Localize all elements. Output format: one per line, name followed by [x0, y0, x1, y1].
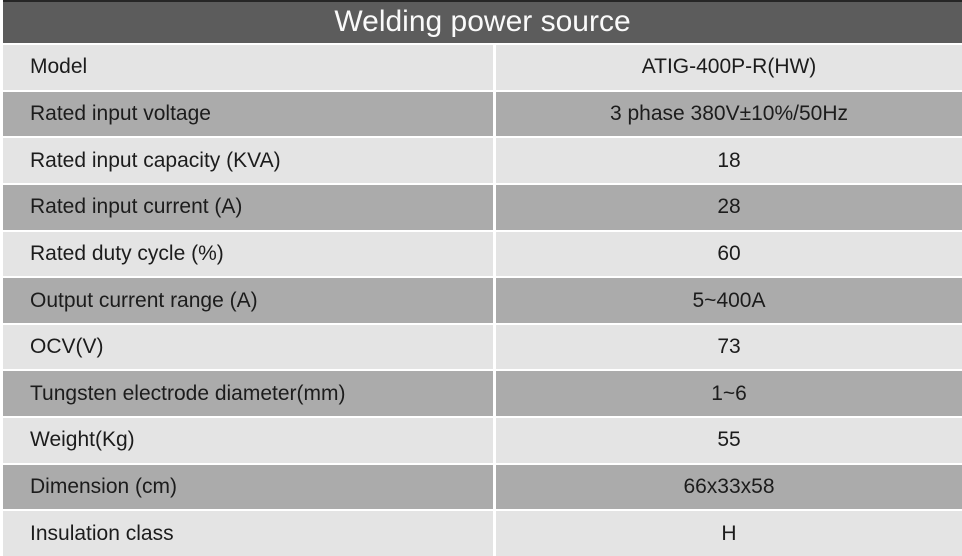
row-value: 28: [496, 184, 962, 230]
row-label: Rated input capacity (KVA): [3, 138, 493, 183]
row-label: Output current range (A): [3, 278, 493, 323]
table-row-tungsten-electrode-diameter: Tungsten electrode diameter(mm) 1~6: [3, 371, 962, 417]
row-value: ATIG-400P-R(HW): [496, 45, 962, 90]
row-label: Model: [3, 45, 493, 90]
table-row-output-current-range: Output current range (A) 5~400A: [3, 278, 962, 323]
row-label: Rated duty cycle (%): [3, 231, 493, 277]
row-value: 66x33x58: [496, 464, 962, 510]
table-row-rated-input-capacity: Rated input capacity (KVA) 18: [3, 138, 962, 183]
row-value: 3 phase 380V±10%/50Hz: [496, 91, 962, 137]
row-label: Insulation class: [3, 511, 493, 556]
row-label: Tungsten electrode diameter(mm): [3, 371, 493, 417]
table-row-insulation-class: Insulation class H: [3, 511, 962, 556]
table-row-rated-duty-cycle: Rated duty cycle (%) 60: [3, 231, 962, 277]
table-row-dimension: Dimension (cm) 66x33x58: [3, 464, 962, 510]
table-row-weight: Weight(Kg) 55: [3, 418, 962, 463]
row-value: 5~400A: [496, 278, 962, 323]
row-label: Rated input current (A): [3, 184, 493, 230]
table-row-rated-input-voltage: Rated input voltage 3 phase 380V±10%/50H…: [3, 91, 962, 137]
row-label: Weight(Kg): [3, 418, 493, 463]
row-value: 1~6: [496, 371, 962, 417]
row-label: Rated input voltage: [3, 91, 493, 137]
table-row-model: Model ATIG-400P-R(HW): [3, 45, 962, 90]
row-label: Dimension (cm): [3, 464, 493, 510]
table-row-rated-input-current: Rated input current (A) 28: [3, 184, 962, 230]
row-value: 55: [496, 418, 962, 463]
table-row-ocv: OCV(V) 73: [3, 324, 962, 370]
row-value: H: [496, 511, 962, 556]
row-value: 73: [496, 324, 962, 370]
row-value: 18: [496, 138, 962, 183]
row-label: OCV(V): [3, 324, 493, 370]
table-title: Welding power source: [334, 4, 631, 38]
table-header: Welding power source: [3, 0, 962, 43]
row-value: 60: [496, 231, 962, 277]
